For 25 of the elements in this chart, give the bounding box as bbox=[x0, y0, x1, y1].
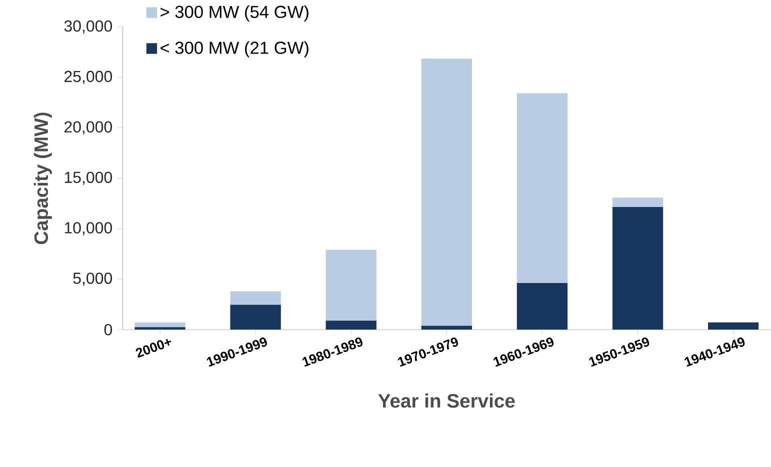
bar bbox=[326, 320, 376, 330]
bar bbox=[230, 304, 281, 330]
bar bbox=[612, 207, 664, 330]
bar bbox=[708, 322, 759, 330]
y-tick-label: 5,000 bbox=[73, 272, 112, 286]
bar bbox=[516, 283, 568, 330]
y-tick-label: 25,000 bbox=[64, 70, 112, 84]
legend-label: < 300 MW (21 GW) bbox=[160, 41, 308, 58]
bar bbox=[230, 291, 281, 305]
bar bbox=[326, 250, 376, 321]
bar bbox=[612, 198, 664, 208]
y-tick-label: 10,000 bbox=[64, 222, 112, 236]
x-tick-label: 2000+ bbox=[136, 339, 172, 358]
y-tick-label: 20,000 bbox=[64, 121, 112, 135]
y-axis-title: Capacity (MW) bbox=[34, 112, 52, 244]
bar bbox=[134, 322, 186, 328]
bar bbox=[134, 327, 186, 330]
y-tick-label: 0 bbox=[104, 324, 112, 336]
x-axis-title: Year in Service bbox=[378, 394, 515, 408]
bar bbox=[421, 326, 472, 330]
bar bbox=[516, 93, 568, 284]
legend-label: > 300 MW (54 GW) bbox=[160, 6, 308, 22]
y-tick-label: 30,000 bbox=[64, 20, 112, 34]
y-tick-label: 15,000 bbox=[64, 172, 112, 186]
bar bbox=[421, 58, 472, 326]
